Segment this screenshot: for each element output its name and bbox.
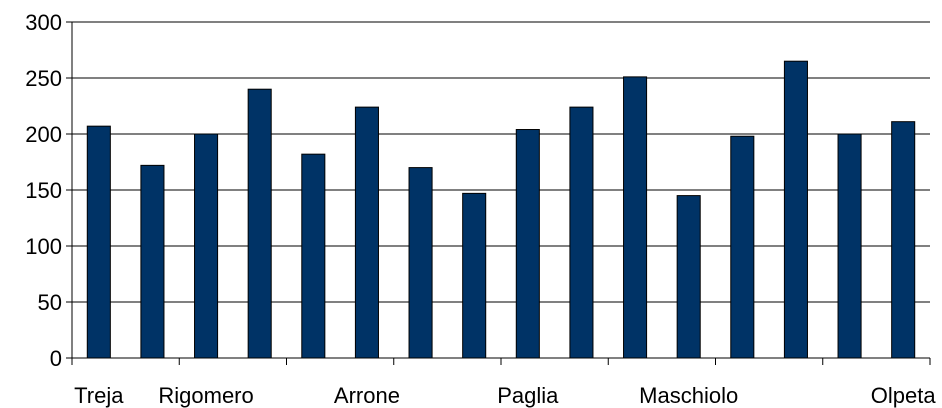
bar	[676, 195, 701, 359]
x-tick-label: Arrone	[334, 383, 400, 408]
bar	[783, 60, 808, 359]
bar	[301, 153, 326, 359]
x-axis-ticks: Treja Rigomero Arrone Paglia Maschiolo Olpeta	[71, 358, 937, 408]
bar	[462, 192, 487, 359]
bar	[194, 133, 219, 359]
bar	[86, 125, 111, 359]
y-tick-label: 200	[25, 122, 62, 147]
bar	[623, 76, 648, 359]
bar	[730, 135, 755, 359]
bar	[247, 88, 272, 359]
y-tick-label: 0	[50, 346, 62, 371]
x-tick-label: Olpeta	[871, 383, 937, 408]
y-axis-ticks: 0 50 100 150 200 250 300	[25, 10, 72, 371]
y-tick-label: 250	[25, 66, 62, 91]
bar	[515, 129, 540, 359]
y-tick-label: 100	[25, 234, 62, 259]
bar	[408, 167, 433, 359]
bar	[837, 133, 862, 359]
bar	[140, 164, 165, 359]
bars	[86, 60, 916, 359]
y-tick-label: 150	[25, 178, 62, 203]
bar	[569, 106, 594, 359]
x-tick-label: Treja	[74, 383, 124, 408]
x-tick-label: Paglia	[497, 383, 559, 408]
x-tick-label: Maschiolo	[639, 383, 738, 408]
bar	[354, 106, 379, 359]
bar	[891, 121, 916, 359]
y-tick-label: 300	[25, 10, 62, 35]
x-tick-label: Rigomero	[158, 383, 253, 408]
y-tick-label: 50	[38, 290, 62, 315]
